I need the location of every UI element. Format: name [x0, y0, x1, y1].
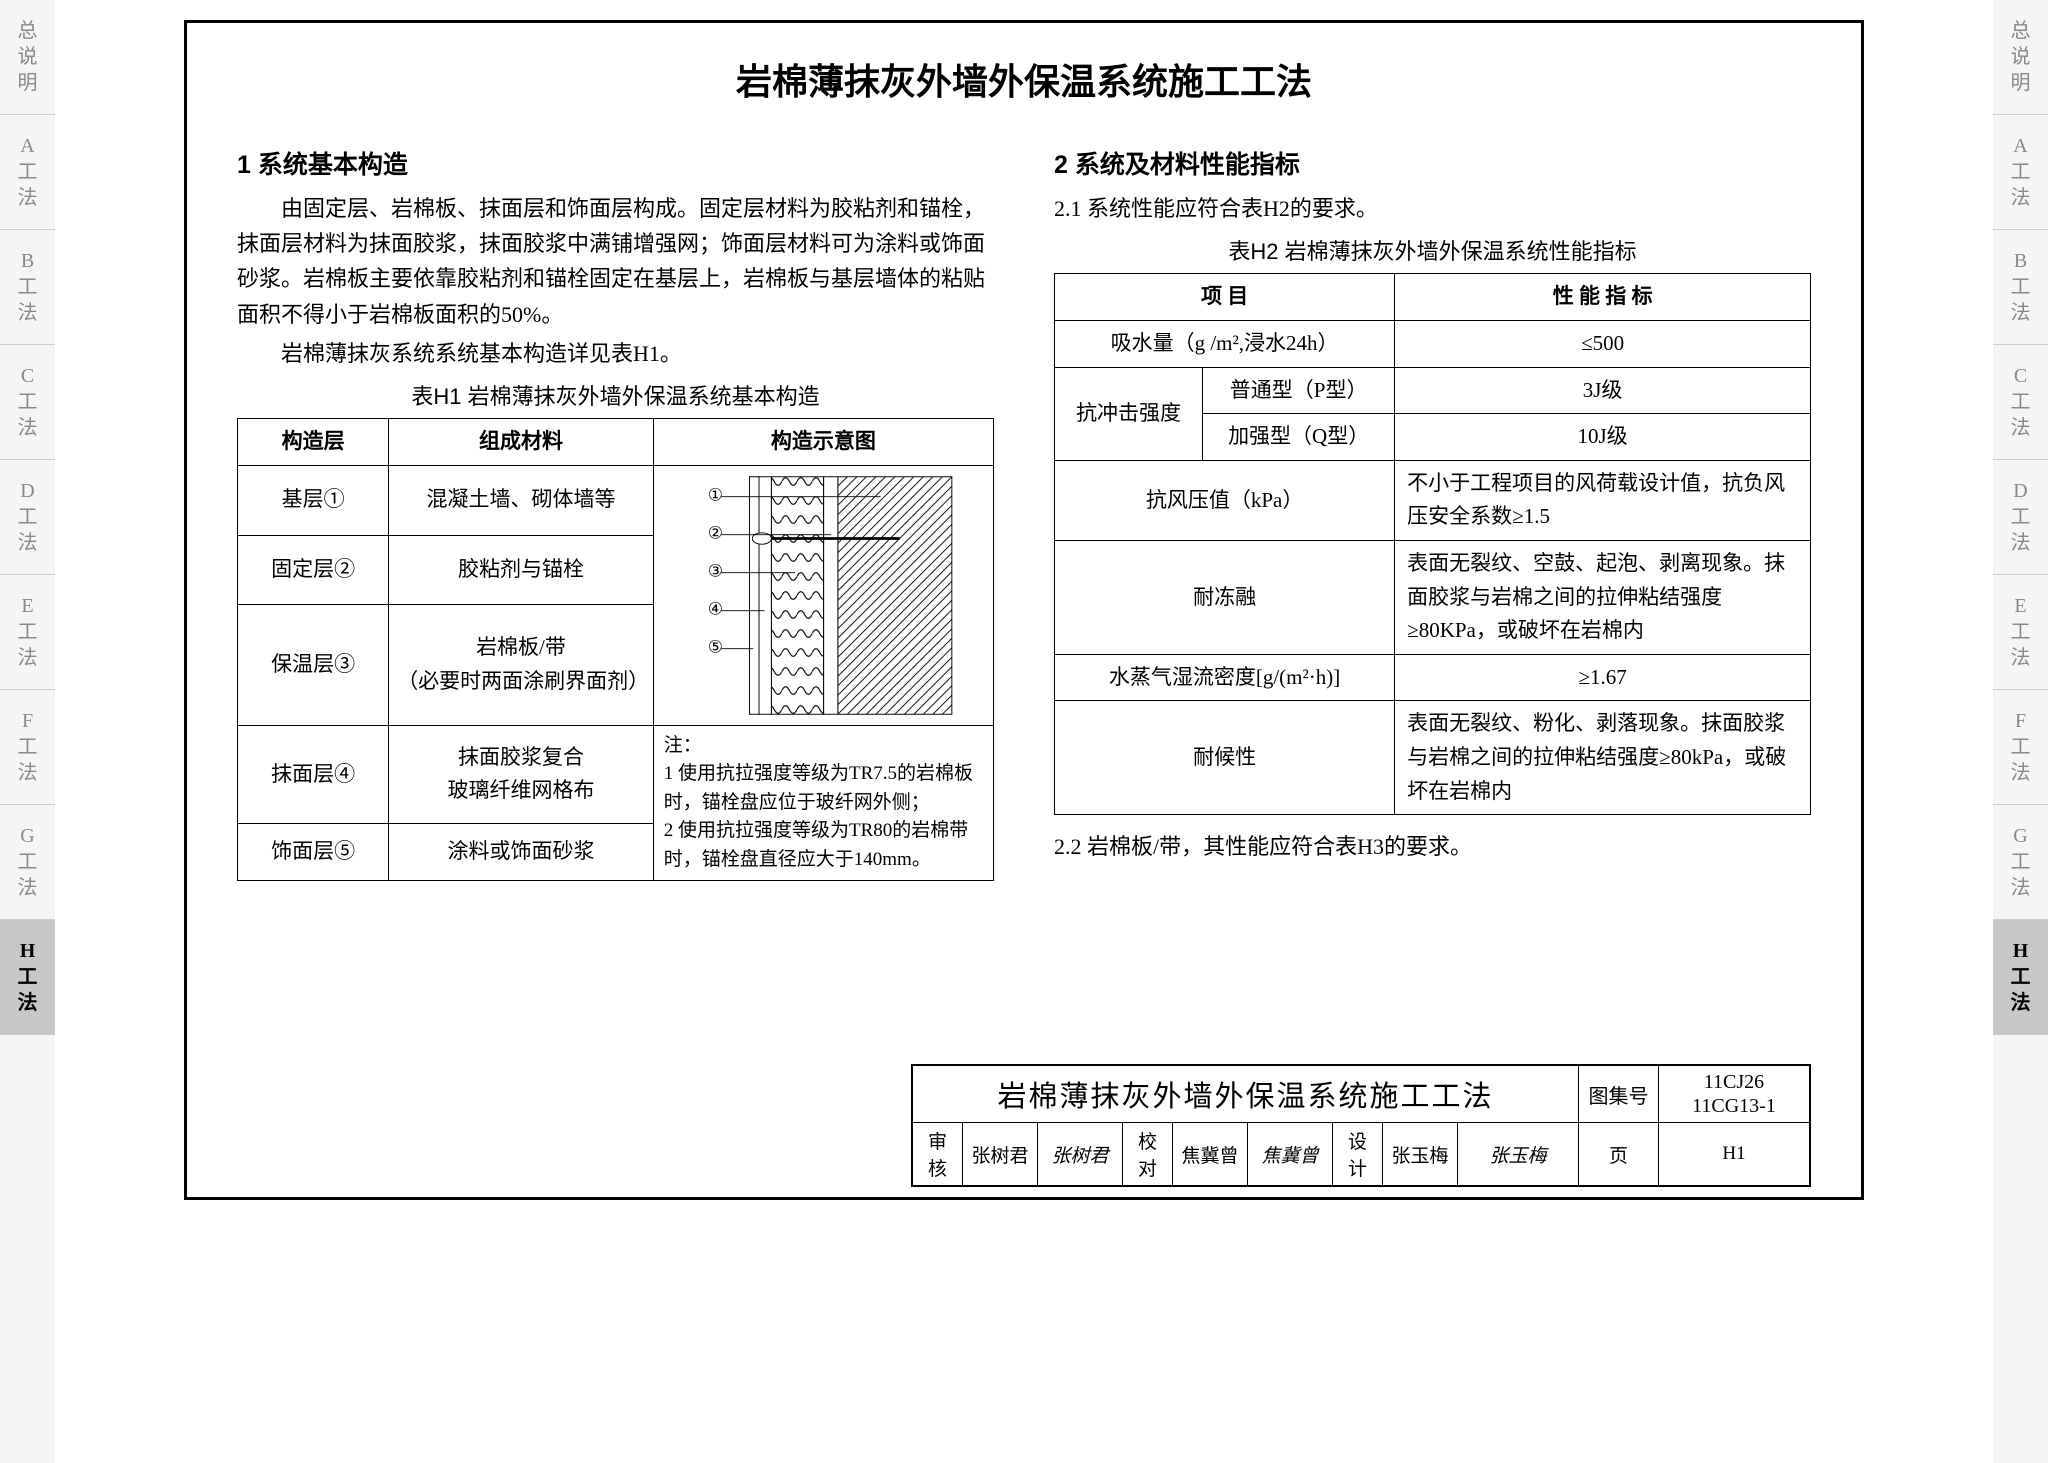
table-h2: 项 目 性 能 指 标 吸水量（g /m²,浸水24h）≤500 抗冲击强度普通…	[1054, 273, 1811, 815]
side-tab[interactable]: G 工 法	[1993, 805, 2048, 920]
section1-heading: 1 系统基本构造	[237, 145, 994, 185]
side-tab[interactable]: H 工 法	[0, 920, 55, 1035]
table-row: 抹面层④抹面胶浆复合 玻璃纤维网格布 注： 1 使用抗拉强度等级为TR7.5的岩…	[238, 725, 994, 823]
tb-main-title: 岩棉薄抹灰外墙外保温系统施工工法	[913, 1066, 1579, 1122]
th: 构造层	[238, 419, 389, 466]
th: 组成材料	[389, 419, 654, 466]
svg-text:⑤: ⑤	[707, 637, 722, 656]
svg-text:①: ①	[707, 485, 722, 504]
table-row: 耐冻融表面无裂纹、空鼓、起泡、剥离现象。抹面胶浆与岩棉之间的拉伸粘结强度≥80K…	[1055, 540, 1811, 654]
th: 项 目	[1055, 274, 1395, 321]
table-h2-caption: 表H2 岩棉薄抹灰外墙外保温系统性能指标	[1054, 234, 1811, 269]
side-tab[interactable]: H 工 法	[1993, 920, 2048, 1035]
svg-text:④: ④	[707, 599, 722, 618]
two-column-layout: 1 系统基本构造 由固定层、岩棉板、抹面层和饰面层构成。固定层材料为胶粘剂和锚栓…	[237, 145, 1811, 881]
table-notes: 注： 1 使用抗拉强度等级为TR7.5的岩棉板时，锚栓盘应位于玻纤网外侧； 2 …	[653, 725, 993, 881]
title-block: 岩棉薄抹灰外墙外保温系统施工工法 图集号 11CJ26 11CG13-1 审核 …	[911, 1064, 1811, 1187]
right-side-tabs: 总 说 明A 工 法B 工 法C 工 法D 工 法E 工 法F 工 法G 工 法…	[1993, 0, 2048, 1463]
side-tab[interactable]: C 工 法	[1993, 345, 2048, 460]
section2-heading: 2 系统及材料性能指标	[1054, 145, 1811, 185]
page-wrapper: 岩棉薄抹灰外墙外保温系统施工工法 1 系统基本构造 由固定层、岩棉板、抹面层和饰…	[55, 0, 1993, 1463]
side-tab[interactable]: G 工 法	[0, 805, 55, 920]
side-tab[interactable]: A 工 法	[1993, 115, 2048, 230]
construction-diagram: ① ② ③ ④ ⑤	[653, 465, 993, 725]
table-row: 耐候性表面无裂纹、粉化、剥落现象。抹面胶浆与岩棉之间的拉伸粘结强度≥80kPa，…	[1055, 701, 1811, 815]
side-tab[interactable]: E 工 法	[1993, 575, 2048, 690]
side-tab[interactable]: F 工 法	[0, 690, 55, 805]
table-row: 吸水量（g /m²,浸水24h）≤500	[1055, 320, 1811, 367]
table-row: 项 目 性 能 指 标	[1055, 274, 1811, 321]
table-row: 构造层 组成材料 构造示意图	[238, 419, 994, 466]
side-tab[interactable]: A 工 法	[0, 115, 55, 230]
side-tab[interactable]: B 工 法	[1993, 230, 2048, 345]
right-column: 2 系统及材料性能指标 2.1 系统性能应符合表H2的要求。 表H2 岩棉薄抹灰…	[1054, 145, 1811, 881]
table-h1-caption: 表H1 岩棉薄抹灰外墙外保温系统基本构造	[237, 379, 994, 414]
left-side-tabs: 总 说 明A 工 法B 工 法C 工 法D 工 法E 工 法F 工 法G 工 法…	[0, 0, 55, 1463]
atlas-no: 11CJ26 11CG13-1	[1659, 1066, 1809, 1122]
side-tab[interactable]: 总 说 明	[1993, 0, 2048, 115]
table-row: 抗风压值（kPa）不小于工程项目的风荷载设计值，抗负风压安全系数≥1.5	[1055, 460, 1811, 540]
document-page: 岩棉薄抹灰外墙外保温系统施工工法 1 系统基本构造 由固定层、岩棉板、抹面层和饰…	[184, 20, 1864, 1200]
side-tab[interactable]: B 工 法	[0, 230, 55, 345]
side-tab[interactable]: F 工 法	[1993, 690, 2048, 805]
side-tab[interactable]: D 工 法	[0, 460, 55, 575]
table-row: 基层①混凝土墙、砌体墙等	[238, 465, 994, 535]
page-title: 岩棉薄抹灰外墙外保温系统施工工法	[237, 53, 1811, 105]
th: 构造示意图	[653, 419, 993, 466]
svg-text:③: ③	[707, 561, 722, 580]
left-column: 1 系统基本构造 由固定层、岩棉板、抹面层和饰面层构成。固定层材料为胶粘剂和锚栓…	[237, 145, 994, 881]
svg-text:②: ②	[707, 523, 722, 542]
th: 性 能 指 标	[1395, 274, 1811, 321]
table-h1: 构造层 组成材料 构造示意图 基层①混凝土墙、砌体墙等	[237, 418, 994, 881]
section2-sub1: 2.1 系统性能应符合表H2的要求。	[1054, 191, 1811, 226]
side-tab[interactable]: 总 说 明	[0, 0, 55, 115]
side-tab[interactable]: C 工 法	[0, 345, 55, 460]
side-tab[interactable]: D 工 法	[1993, 460, 2048, 575]
section1-para1: 由固定层、岩棉板、抹面层和饰面层构成。固定层材料为胶粘剂和锚栓，抹面层材料为抹面…	[237, 191, 994, 332]
side-tab[interactable]: E 工 法	[0, 575, 55, 690]
section1-para2: 岩棉薄抹灰系统系统基本构造详见表H1。	[237, 336, 994, 371]
atlas-label: 图集号	[1579, 1066, 1659, 1122]
table-row: 抗冲击强度普通型（P型）3J级	[1055, 367, 1811, 414]
section2-sub2: 2.2 岩棉板/带，其性能应符合表H3的要求。	[1054, 829, 1811, 864]
table-row: 水蒸气湿流密度[g/(m²·h)]≥1.67	[1055, 654, 1811, 701]
